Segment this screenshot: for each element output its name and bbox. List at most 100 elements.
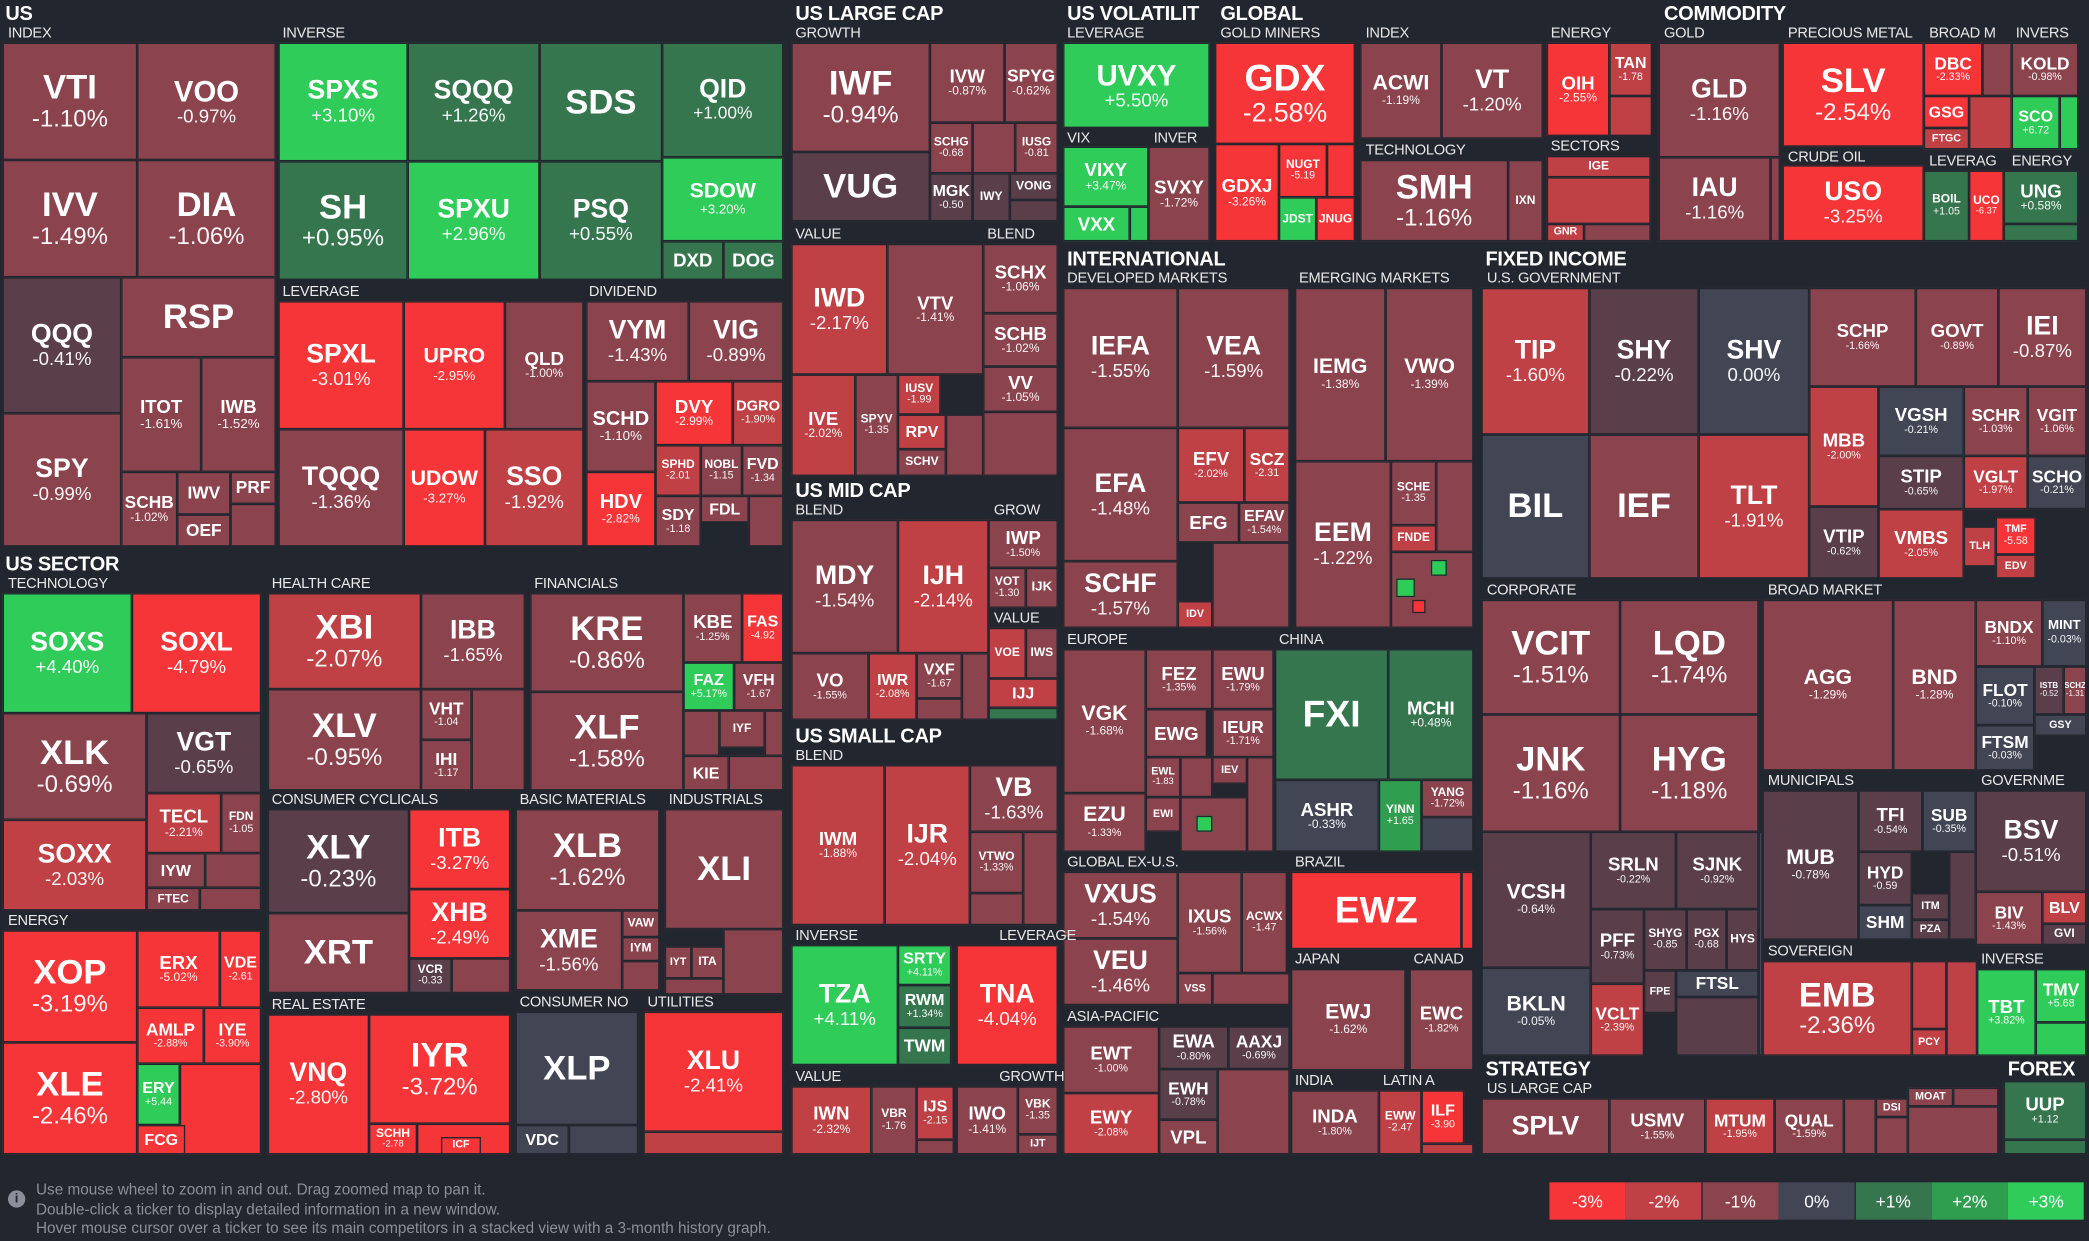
tile-xli[interactable]: XLI	[664, 809, 784, 930]
tile-iwm[interactable]: IWM -1.88%	[791, 765, 885, 926]
tile-tlt[interactable]: TLT -1.91%	[1698, 434, 1810, 579]
tile-efv[interactable]: EFV -2.02%	[1177, 427, 1245, 503]
tile-vcit[interactable]: VCIT -1.51%	[1481, 599, 1621, 715]
tile-mub[interactable]: MUB -0.78%	[1762, 790, 1859, 940]
tile-iyt[interactable]: IYT	[664, 946, 692, 979]
tile-vym[interactable]: VYM -1.43%	[586, 301, 689, 382]
tile-ita[interactable]: ITA	[691, 946, 724, 979]
minor-tile[interactable]	[748, 495, 784, 547]
tile-bnd[interactable]: BND -1.28%	[1893, 599, 1976, 771]
minor-tile[interactable]	[1421, 1143, 1474, 1155]
tile-ijh[interactable]: IJH -2.14%	[897, 519, 989, 654]
tile-oef[interactable]: OEF	[177, 514, 231, 547]
tile-ilf[interactable]: ILF -3.90	[1421, 1090, 1465, 1144]
tile-vgsh[interactable]: VGSH -0.21%	[1878, 386, 1964, 456]
minor-tile[interactable]	[1546, 177, 1651, 224]
minor-tile[interactable]	[1875, 1117, 1908, 1155]
tile-veu[interactable]: VEU -1.46%	[1063, 938, 1178, 1006]
tile-vglt[interactable]: VGLT -1.97%	[1963, 455, 2028, 510]
tile-mgk[interactable]: MGK -0.50	[929, 173, 973, 222]
tile-blv[interactable]: BLV	[2042, 891, 2087, 924]
tile-xlv[interactable]: XLV -0.95%	[267, 689, 421, 791]
tile-fez[interactable]: FEZ -1.35%	[1145, 649, 1213, 710]
tile-ewa[interactable]: EWA -0.80%	[1159, 1026, 1229, 1070]
tile-bkln[interactable]: BKLN -0.05%	[1481, 967, 1591, 1056]
tile-fnde[interactable]: FNDE	[1390, 525, 1437, 552]
tile-itm[interactable]: ITM	[1911, 893, 1950, 920]
tile-ewc[interactable]: EWC -1.82%	[1409, 969, 1474, 1071]
tile-ftec[interactable]: FTEC	[146, 887, 200, 911]
minor-tile[interactable]	[2003, 1139, 2087, 1155]
tile-schd[interactable]: SCHD -1.10%	[586, 381, 656, 472]
tile-schr[interactable]: SCHR -1.03%	[1963, 386, 2028, 456]
tile-vss[interactable]: VSS	[1177, 973, 1213, 1006]
tile-yinn[interactable]: YINN +1.65	[1378, 779, 1422, 852]
tile-ixn[interactable]: IXN	[1508, 159, 1543, 242]
tile-tfi[interactable]: TFI -0.54%	[1858, 790, 1923, 852]
tile-iemg[interactable]: IEMG -1.38%	[1294, 287, 1386, 462]
tile-vxx[interactable]: VXX	[1063, 206, 1130, 242]
minor-tile[interactable]	[199, 887, 262, 911]
tile-iei[interactable]: IEI -0.87%	[1998, 287, 2087, 387]
tile-xlk[interactable]: XLK -0.69%	[2, 713, 147, 820]
tile-nugt[interactable]: NUGT -5.19	[1278, 143, 1327, 198]
tile-vdc[interactable]: VDC	[515, 1125, 569, 1155]
tile-pza[interactable]: PZA	[1911, 919, 1950, 940]
tile-tqqq[interactable]: TQQQ -1.36%	[278, 429, 404, 547]
tile-ery[interactable]: ERY +5.44	[137, 1063, 180, 1126]
tile-gld[interactable]: GLD -1.16%	[1658, 42, 1780, 158]
tile-ihi[interactable]: IHI -1.17	[420, 739, 472, 791]
tile-mdy[interactable]: MDY -1.54%	[791, 519, 898, 654]
tile-stip[interactable]: STIP -0.65%	[1878, 455, 1964, 510]
tile-vxus[interactable]: VXUS -1.54%	[1063, 871, 1178, 939]
tile-itot[interactable]: ITOT -1.61%	[121, 357, 202, 472]
tile-idv[interactable]: IDV	[1177, 601, 1213, 628]
tile-iwb[interactable]: IWB -1.52%	[201, 357, 276, 472]
tile-efg[interactable]: EFG	[1177, 502, 1240, 543]
tile-inda[interactable]: INDA -1.80%	[1290, 1090, 1379, 1155]
tile-schf[interactable]: SCHF -1.57%	[1063, 561, 1178, 628]
tile-uvxy[interactable]: UVXY +5.50%	[1063, 42, 1210, 128]
tile-ewu[interactable]: EWU -1.79%	[1212, 649, 1274, 710]
tile-fpe[interactable]: FPE	[1644, 970, 1676, 1014]
tile-vclt[interactable]: VCLT -2.39%	[1590, 983, 1645, 1056]
tile-dvy[interactable]: DVY -2.99%	[655, 381, 733, 446]
minor-tile[interactable]	[230, 503, 276, 547]
tile-ftsl[interactable]: FTSL	[1675, 970, 1759, 998]
tile-gdx[interactable]: GDX -2.58%	[1215, 42, 1355, 144]
tile-iusg[interactable]: IUSG -0.81	[1015, 122, 1058, 174]
tile-sche[interactable]: SCHE -1.35	[1390, 461, 1437, 526]
tile-usmv[interactable]: USMV -1.55%	[1609, 1098, 1706, 1155]
tile-ijr[interactable]: IJR -2.04%	[884, 765, 970, 926]
tile-spxs[interactable]: SPXS +3.10%	[278, 42, 408, 162]
tile-vug[interactable]: VUG	[791, 151, 930, 222]
tile-tmv[interactable]: TMV +5.68	[2035, 969, 2087, 1023]
tile-vo[interactable]: VO -1.55%	[791, 653, 869, 720]
minor-tile[interactable]	[1212, 973, 1290, 1006]
tile-uup[interactable]: UUP +1.12	[2003, 1081, 2087, 1140]
tile-iwv[interactable]: IWV	[177, 471, 231, 515]
tile-upro[interactable]: UPRO -2.95%	[403, 301, 505, 430]
tile-hys[interactable]: HYS	[1726, 909, 1759, 971]
minor-tile[interactable]	[664, 978, 724, 995]
tile-tza[interactable]: TZA +4.11%	[791, 945, 898, 1066]
tile-xle[interactable]: XLE -2.46%	[2, 1042, 138, 1155]
tile-vea[interactable]: VEA -1.59%	[1177, 287, 1290, 428]
tile-sso[interactable]: SSO -1.92%	[484, 429, 584, 547]
tile-iyr[interactable]: IYR -3.72%	[369, 1014, 511, 1124]
minor-tile[interactable]	[723, 929, 784, 995]
tile-vxf[interactable]: VXF -1.67	[916, 653, 962, 699]
tile-soxl[interactable]: SOXL -4.79%	[131, 593, 262, 714]
tile-iusv[interactable]: IUSV -1.99	[897, 374, 941, 415]
minor-tile[interactable]	[1212, 542, 1290, 628]
tile-vt[interactable]: VT -1.20%	[1441, 42, 1543, 139]
tile-faz[interactable]: FAZ +5.17%	[683, 662, 735, 711]
tile-vgk[interactable]: VGK -1.68%	[1063, 649, 1146, 794]
tile-kre[interactable]: KRE -0.86%	[530, 593, 684, 692]
tile-iwd[interactable]: IWD -2.17%	[791, 243, 888, 375]
tile-twm[interactable]: TWM	[897, 1027, 952, 1066]
minor-tile[interactable]	[1436, 461, 1474, 552]
tile-svxy[interactable]: SVXY -1.72%	[1148, 146, 1210, 242]
tile-acwi[interactable]: ACWI -1.19%	[1360, 42, 1442, 139]
tile-fdn[interactable]: FDN -1.05	[221, 793, 262, 854]
